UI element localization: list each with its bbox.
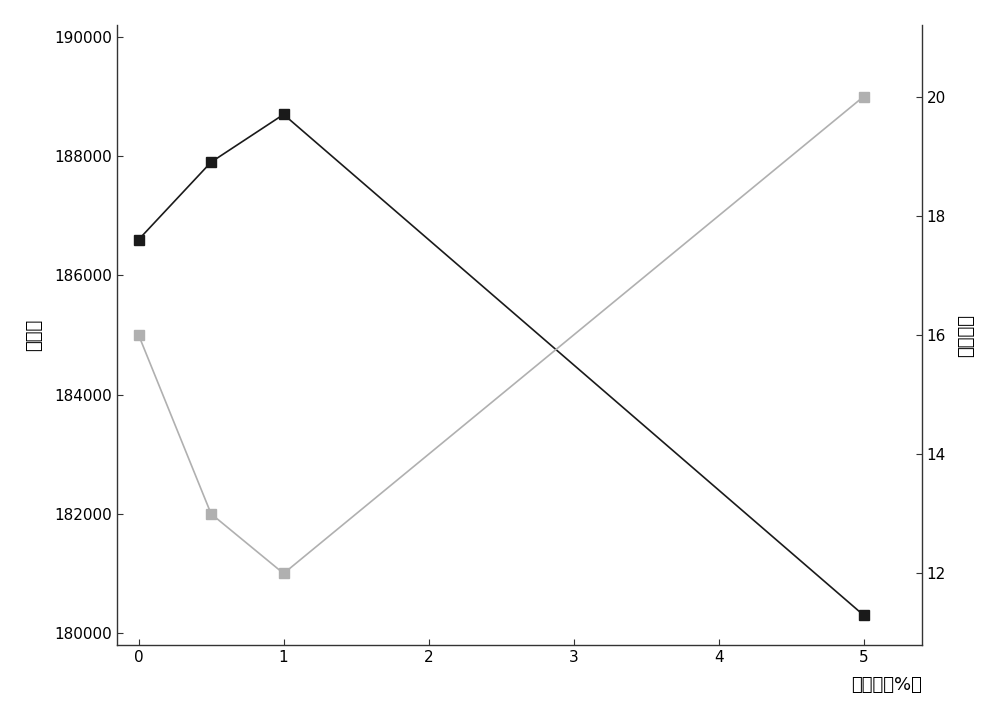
X-axis label: 添加量（%）: 添加量（%） <box>851 676 922 694</box>
Y-axis label: 分子量: 分子量 <box>25 319 43 351</box>
Y-axis label: 燕融指数: 燕融指数 <box>957 313 975 357</box>
